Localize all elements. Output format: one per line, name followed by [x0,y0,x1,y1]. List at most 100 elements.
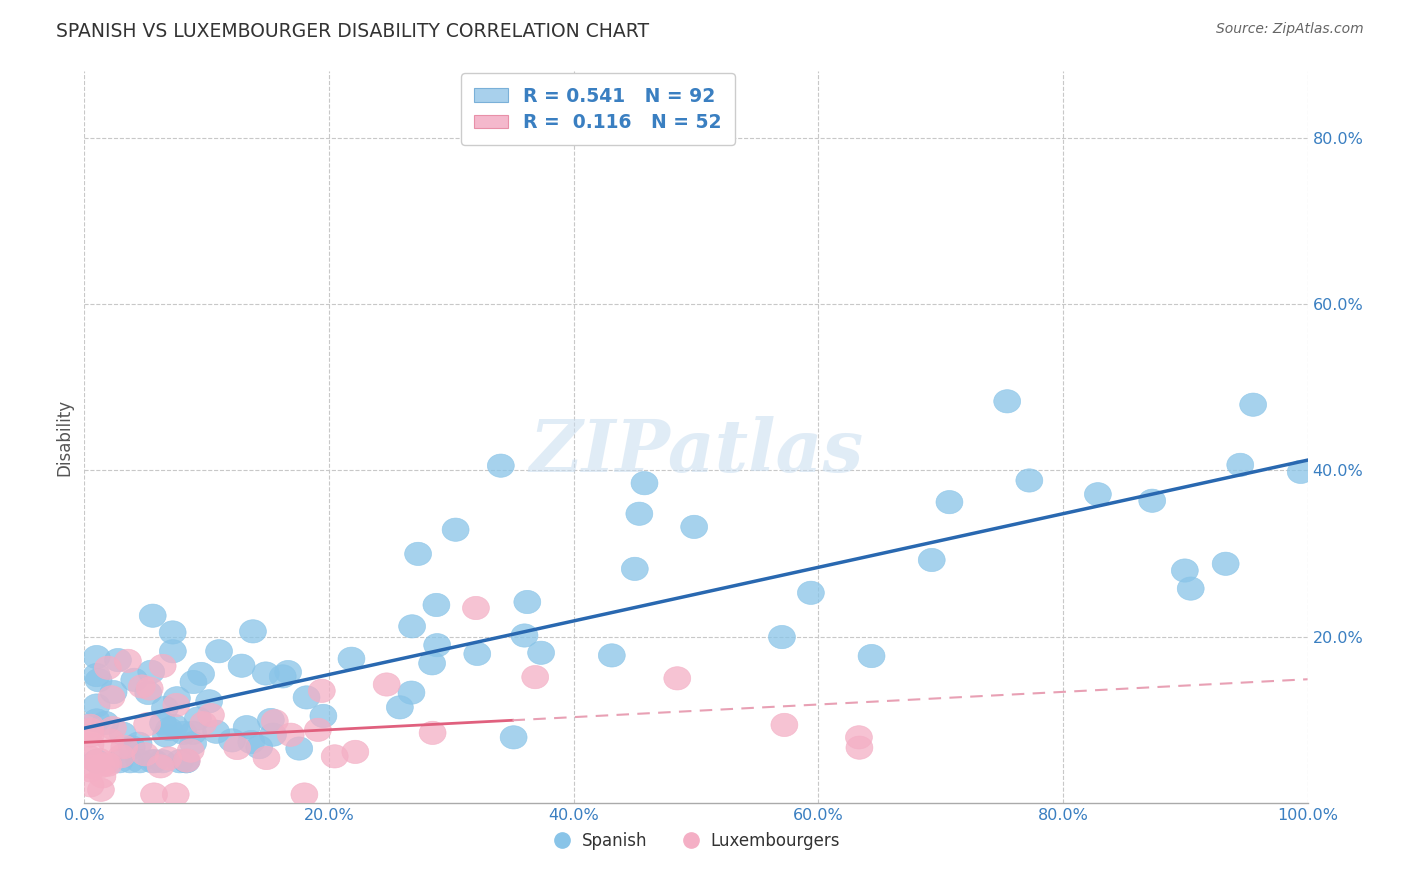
Ellipse shape [141,783,167,806]
Ellipse shape [405,542,432,566]
Ellipse shape [1288,460,1315,483]
Ellipse shape [148,755,174,778]
Ellipse shape [253,747,280,770]
Ellipse shape [387,696,413,719]
Ellipse shape [599,644,626,667]
Ellipse shape [149,655,176,678]
Ellipse shape [631,472,658,495]
Ellipse shape [139,749,166,772]
Ellipse shape [197,704,225,727]
Ellipse shape [260,723,287,747]
Ellipse shape [77,747,104,770]
Ellipse shape [173,749,200,772]
Ellipse shape [285,737,312,760]
Ellipse shape [155,747,181,770]
Ellipse shape [488,454,515,477]
Ellipse shape [398,681,425,705]
Ellipse shape [184,706,211,731]
Ellipse shape [111,735,138,758]
Ellipse shape [166,749,193,772]
Ellipse shape [156,717,183,740]
Ellipse shape [527,641,554,665]
Ellipse shape [205,640,232,663]
Ellipse shape [149,712,177,735]
Ellipse shape [89,755,115,778]
Ellipse shape [994,390,1021,413]
Ellipse shape [246,736,273,759]
Ellipse shape [77,718,104,741]
Ellipse shape [305,718,332,741]
Ellipse shape [162,783,190,806]
Ellipse shape [96,753,122,776]
Ellipse shape [100,716,127,739]
Ellipse shape [83,664,110,687]
Ellipse shape [108,745,135,768]
Ellipse shape [441,518,470,541]
Ellipse shape [797,582,824,605]
Ellipse shape [117,749,143,772]
Ellipse shape [83,749,110,772]
Ellipse shape [1171,559,1198,582]
Ellipse shape [1139,489,1166,512]
Ellipse shape [139,604,166,627]
Ellipse shape [419,652,446,675]
Ellipse shape [98,686,125,709]
Ellipse shape [262,709,288,733]
Ellipse shape [423,633,450,657]
Ellipse shape [1017,469,1043,492]
Ellipse shape [681,516,707,539]
Ellipse shape [138,660,165,683]
Legend: Spanish, Luxembourgers: Spanish, Luxembourgers [546,825,846,856]
Ellipse shape [125,732,152,756]
Ellipse shape [128,675,155,698]
Ellipse shape [513,591,541,614]
Ellipse shape [770,714,797,737]
Ellipse shape [337,647,366,671]
Ellipse shape [918,549,945,572]
Ellipse shape [173,749,200,772]
Ellipse shape [94,657,121,680]
Ellipse shape [136,677,163,700]
Ellipse shape [97,729,124,752]
Y-axis label: Disability: Disability [55,399,73,475]
Ellipse shape [180,731,207,755]
Ellipse shape [321,745,349,768]
Ellipse shape [1240,393,1267,417]
Ellipse shape [110,722,136,746]
Ellipse shape [87,778,114,801]
Ellipse shape [626,502,652,525]
Ellipse shape [100,681,127,704]
Ellipse shape [190,712,217,735]
Ellipse shape [858,644,884,668]
Ellipse shape [132,743,159,766]
Ellipse shape [83,646,110,669]
Ellipse shape [77,724,104,747]
Ellipse shape [141,749,169,772]
Ellipse shape [1212,552,1239,575]
Ellipse shape [163,687,190,710]
Ellipse shape [308,679,335,703]
Ellipse shape [522,665,548,689]
Text: Source: ZipAtlas.com: Source: ZipAtlas.com [1216,22,1364,37]
Ellipse shape [846,736,873,759]
Ellipse shape [83,709,110,732]
Ellipse shape [252,662,280,685]
Ellipse shape [423,593,450,616]
Text: ZIPatlas: ZIPatlas [529,417,863,487]
Ellipse shape [180,722,207,745]
Ellipse shape [77,773,104,797]
Ellipse shape [135,681,162,705]
Ellipse shape [89,764,115,788]
Ellipse shape [86,669,112,692]
Ellipse shape [105,749,134,772]
Ellipse shape [228,654,254,677]
Text: SPANISH VS LUXEMBOURGER DISABILITY CORRELATION CHART: SPANISH VS LUXEMBOURGER DISABILITY CORRE… [56,22,650,41]
Ellipse shape [664,666,690,690]
Ellipse shape [180,671,207,694]
Ellipse shape [233,715,260,739]
Ellipse shape [195,690,222,713]
Ellipse shape [309,705,337,728]
Ellipse shape [845,726,872,749]
Ellipse shape [134,713,160,736]
Ellipse shape [152,697,179,720]
